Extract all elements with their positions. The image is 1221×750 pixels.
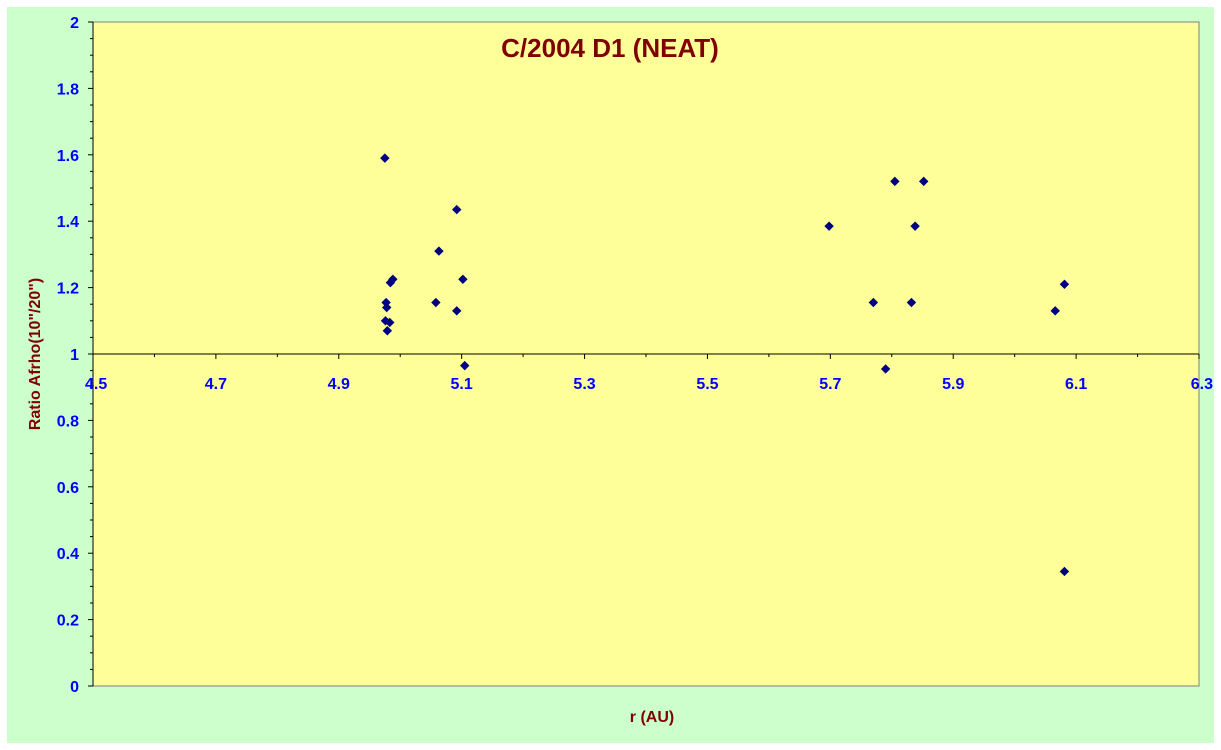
x-tick-label: 5.7	[819, 376, 841, 393]
x-tick-label: 5.3	[573, 376, 595, 393]
data-point	[910, 221, 920, 231]
data-point	[824, 221, 834, 231]
x-tick-label: 5.5	[696, 376, 718, 393]
data-point	[919, 176, 929, 187]
data-point	[880, 364, 891, 374]
data-point	[381, 302, 392, 313]
y-axis-title: Ratio Afrho(10"/20")	[27, 278, 44, 430]
y-axis: 0 0.2 0.4 0.6 0.8 1 1.2 1.4 1.6 1.8 2	[57, 15, 94, 696]
data-point	[890, 176, 900, 187]
x-tick-label: 4.9	[328, 376, 350, 393]
x-tick-label: 4.5	[85, 376, 107, 393]
y-tick-label: 2	[70, 15, 79, 32]
data-point	[460, 360, 470, 371]
x-tick-label: 5.1	[451, 376, 473, 393]
y-tick-label: 1.2	[57, 281, 79, 298]
data-point	[458, 274, 468, 285]
data-point	[868, 297, 879, 308]
y-tick-label: 1.8	[57, 81, 79, 98]
data-point	[388, 274, 398, 285]
x-tick-label: 6.3	[1191, 376, 1213, 393]
y-tick-label: 0.2	[57, 613, 79, 630]
y-tick-label: 0.8	[57, 413, 79, 430]
y-tick-label: 1.6	[57, 148, 79, 165]
data-point	[380, 153, 390, 163]
x-tick-label: 5.9	[942, 376, 964, 393]
data-point	[1059, 279, 1070, 289]
y-tick-label: 1	[70, 347, 79, 364]
y-tick-label: 0.6	[57, 480, 79, 497]
data-point	[382, 326, 393, 336]
data-point	[1059, 566, 1070, 577]
data-point	[1050, 306, 1060, 316]
data-points	[380, 153, 1070, 577]
data-point	[385, 317, 395, 328]
data-point	[452, 306, 462, 316]
data-point	[452, 204, 462, 215]
data-point	[431, 297, 441, 308]
data-point	[906, 297, 917, 308]
data-point	[434, 246, 444, 256]
y-tick-label: 0	[70, 679, 79, 696]
x-tick-label: 6.1	[1065, 376, 1087, 393]
x-tick-label: 4.7	[205, 376, 227, 393]
x-axis-title: r (AU)	[630, 709, 674, 726]
y-tick-label: 1.4	[57, 214, 79, 231]
chart-title: C/2004 D1 (NEAT)	[501, 33, 719, 63]
x-axis: 4.5 4.7 4.9 5.1 5.3 5.5 5.7 5.9 6.1 6.3	[85, 353, 1213, 393]
y-tick-label: 0.4	[57, 546, 79, 563]
